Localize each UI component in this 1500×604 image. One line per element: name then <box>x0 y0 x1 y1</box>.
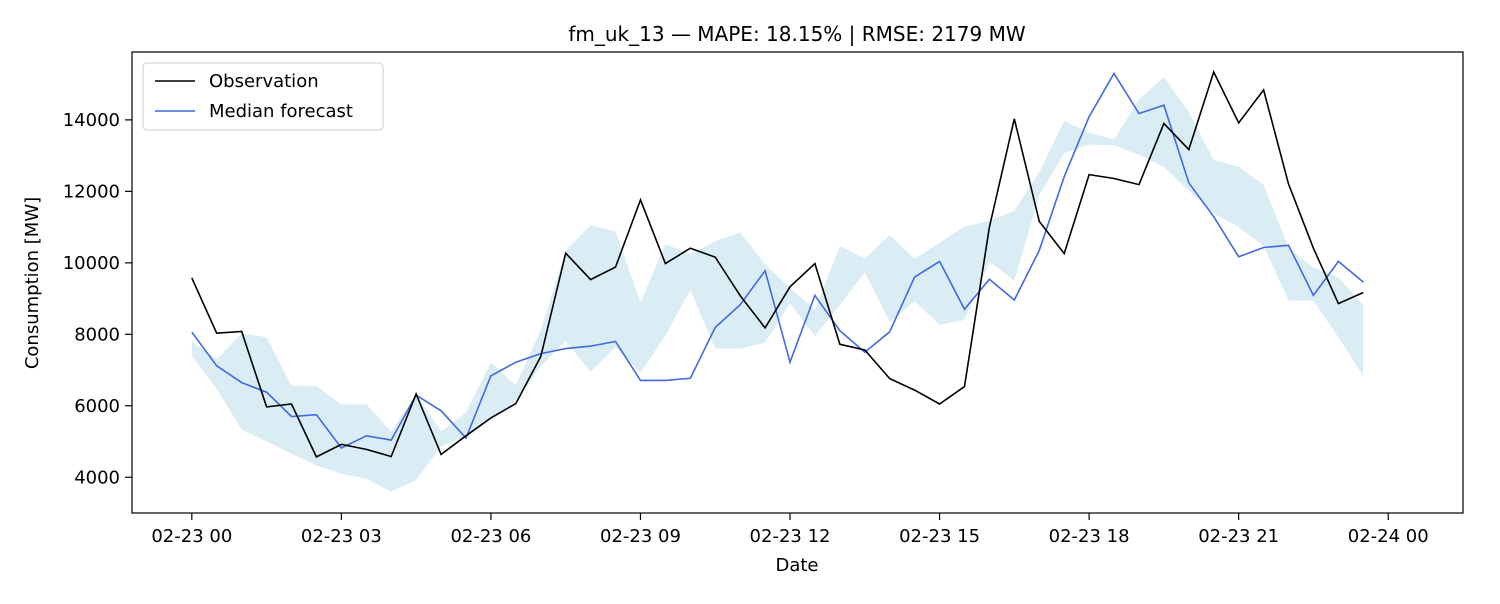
x-axis-label: Date <box>775 555 818 576</box>
x-tick-label: 02-23 15 <box>899 526 980 547</box>
x-tick-label: 02-24 00 <box>1348 526 1429 547</box>
y-tick-label: 8000 <box>74 324 120 345</box>
x-tick-label: 02-23 12 <box>750 526 831 547</box>
x-tick-label: 02-23 18 <box>1049 526 1130 547</box>
x-tick-label: 02-23 06 <box>450 526 531 547</box>
forecast-interval-band <box>192 77 1364 492</box>
x-tick-label: 02-23 03 <box>301 526 382 547</box>
x-tick-label: 02-23 00 <box>151 526 232 547</box>
x-tick-label: 02-23 21 <box>1198 526 1279 547</box>
y-tick-label: 12000 <box>63 181 120 202</box>
legend: Observation Median forecast <box>143 63 383 130</box>
legend-observation-label: Observation <box>209 71 319 92</box>
legend-median-label: Median forecast <box>209 101 353 122</box>
chart-title: fm_uk_13 — MAPE: 18.15% | RMSE: 2179 MW <box>568 22 1025 46</box>
y-tick-label: 4000 <box>74 467 120 488</box>
x-tick-label: 02-23 09 <box>600 526 681 547</box>
forecast-interval-band-layer <box>192 77 1364 492</box>
y-axis-ticks: 4000 6000 8000 10000 12000 14000 <box>63 110 132 488</box>
y-tick-label: 10000 <box>63 253 120 274</box>
y-tick-label: 6000 <box>74 396 120 417</box>
x-axis-ticks: 02-23 00 02-23 03 02-23 06 02-23 09 02-23 12… <box>151 513 1428 547</box>
y-tick-label: 14000 <box>63 110 120 131</box>
y-axis-label: Consumption [MW] <box>22 197 43 369</box>
